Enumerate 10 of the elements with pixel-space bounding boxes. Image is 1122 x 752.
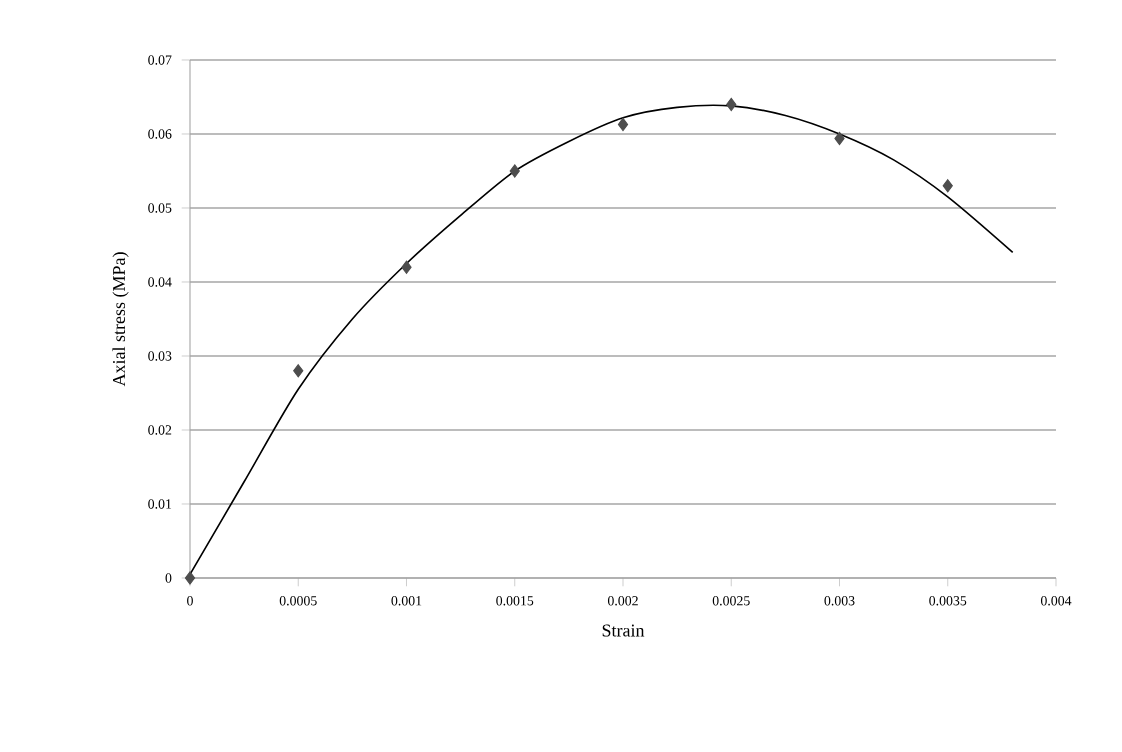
y-axis-title: Axial stress (MPa) bbox=[112, 252, 129, 387]
point bbox=[401, 260, 412, 274]
point bbox=[834, 131, 845, 146]
point bbox=[509, 164, 520, 178]
point bbox=[293, 364, 304, 378]
point bbox=[942, 179, 953, 193]
point bbox=[617, 117, 629, 132]
x-axis-title: Strain bbox=[602, 624, 645, 637]
point bbox=[184, 571, 196, 585]
point bbox=[726, 97, 737, 112]
